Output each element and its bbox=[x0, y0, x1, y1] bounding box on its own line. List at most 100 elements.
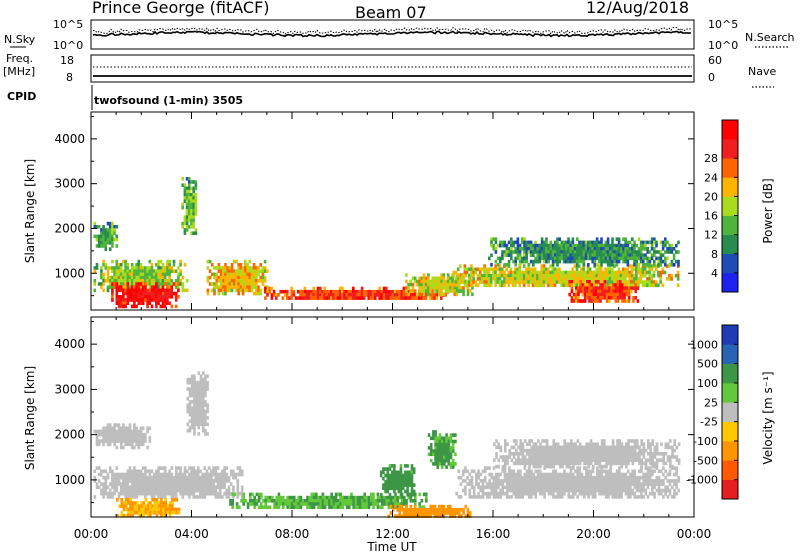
echo-cell bbox=[596, 485, 599, 490]
echo-cell bbox=[613, 250, 616, 254]
echo-cell bbox=[431, 289, 435, 293]
echo-cell bbox=[389, 499, 393, 503]
echo-cell bbox=[508, 495, 511, 499]
echo-cell bbox=[600, 442, 604, 446]
echo-cell bbox=[504, 458, 507, 462]
echo-cell bbox=[141, 282, 145, 286]
echo-cell bbox=[310, 296, 313, 300]
echo-cell bbox=[600, 455, 604, 459]
echo-cell bbox=[576, 458, 580, 462]
echo-cell bbox=[246, 266, 249, 270]
echo-cell bbox=[582, 256, 586, 261]
echo-cell bbox=[617, 250, 621, 254]
echo-cell bbox=[135, 269, 138, 273]
echo-cell bbox=[422, 273, 426, 277]
echo-cell bbox=[204, 393, 207, 398]
echo-cell bbox=[100, 244, 103, 248]
echo-cell bbox=[316, 286, 320, 291]
echo-cell bbox=[525, 253, 528, 257]
echo-cell bbox=[252, 263, 256, 267]
echo-cell bbox=[631, 475, 634, 480]
echo-cell bbox=[185, 279, 189, 283]
echo-cell bbox=[150, 491, 154, 496]
echo-cell bbox=[314, 289, 318, 294]
echo-cell bbox=[188, 403, 192, 407]
echo-cell bbox=[237, 291, 240, 296]
echo-cell bbox=[246, 288, 249, 293]
echo-cell bbox=[348, 505, 351, 509]
echo-cell bbox=[636, 445, 639, 450]
echo-cell bbox=[616, 445, 619, 450]
echo-cell bbox=[605, 296, 609, 300]
echo-cell bbox=[161, 288, 165, 293]
echo-cell bbox=[576, 495, 579, 499]
echo-cell bbox=[628, 247, 632, 251]
echo-cell bbox=[555, 273, 559, 278]
echo-cell bbox=[384, 489, 387, 494]
echo-cell bbox=[651, 485, 654, 490]
echo-cell bbox=[117, 491, 121, 496]
echo-cell bbox=[571, 472, 575, 477]
echo-cell bbox=[451, 282, 454, 287]
echo-cell bbox=[119, 304, 123, 309]
echo-cell bbox=[139, 288, 143, 293]
echo-cell bbox=[137, 291, 141, 296]
echo-cell bbox=[179, 479, 182, 483]
echo-cell bbox=[603, 283, 607, 287]
echo-cell bbox=[584, 250, 588, 254]
echo-cell bbox=[556, 253, 559, 257]
echo-cell bbox=[602, 273, 605, 278]
echo-cell bbox=[424, 279, 428, 284]
echo-cell bbox=[552, 491, 555, 496]
echo-cell bbox=[111, 491, 114, 496]
echo-cell bbox=[185, 221, 189, 226]
echo-cell bbox=[199, 482, 202, 486]
echo-cell bbox=[483, 491, 487, 496]
echo-cell bbox=[306, 499, 309, 503]
echo-cell bbox=[214, 466, 218, 470]
echo-cell bbox=[166, 269, 169, 273]
echo-cell bbox=[635, 488, 639, 493]
echo-cell bbox=[459, 475, 463, 480]
echo-cell bbox=[593, 250, 597, 254]
echo-cell bbox=[146, 479, 149, 483]
echo-cell bbox=[596, 488, 599, 493]
echo-cell bbox=[527, 283, 530, 288]
echo-cell bbox=[598, 479, 601, 483]
echo-cell bbox=[642, 247, 645, 251]
echo-cell bbox=[574, 445, 577, 450]
echo-cell bbox=[150, 488, 154, 493]
echo-cell bbox=[516, 488, 520, 493]
echo-cell bbox=[554, 250, 557, 254]
echo-cell bbox=[161, 304, 165, 309]
echo-cell bbox=[382, 483, 385, 487]
echo-cell bbox=[600, 439, 604, 443]
echo-cell bbox=[602, 475, 606, 480]
echo-cell bbox=[241, 275, 245, 280]
echo-cell bbox=[197, 393, 201, 398]
echo-cell bbox=[464, 469, 467, 474]
echo-cell bbox=[266, 293, 269, 297]
echo-cell bbox=[372, 502, 375, 506]
echo-cell bbox=[193, 374, 196, 379]
echo-cell bbox=[201, 371, 205, 375]
echo-cell bbox=[648, 475, 652, 480]
echo-cell bbox=[361, 505, 364, 509]
echo-cell bbox=[201, 485, 204, 490]
echo-cell bbox=[605, 286, 609, 290]
echo-cell bbox=[387, 289, 390, 294]
echo-cell bbox=[337, 492, 340, 497]
echo-cell bbox=[567, 485, 571, 490]
echo-cell bbox=[111, 479, 114, 483]
echo-cell bbox=[161, 491, 165, 496]
echo-cell bbox=[613, 495, 617, 499]
echo-cell bbox=[126, 469, 130, 474]
echo-cell bbox=[576, 482, 579, 486]
echo-cell bbox=[611, 482, 615, 486]
echo-cell bbox=[463, 270, 467, 275]
echo-cell bbox=[197, 406, 201, 411]
echo-cell bbox=[102, 279, 105, 283]
echo-cell bbox=[507, 277, 511, 281]
echo-cell bbox=[529, 267, 533, 272]
echo-cell bbox=[113, 279, 116, 283]
